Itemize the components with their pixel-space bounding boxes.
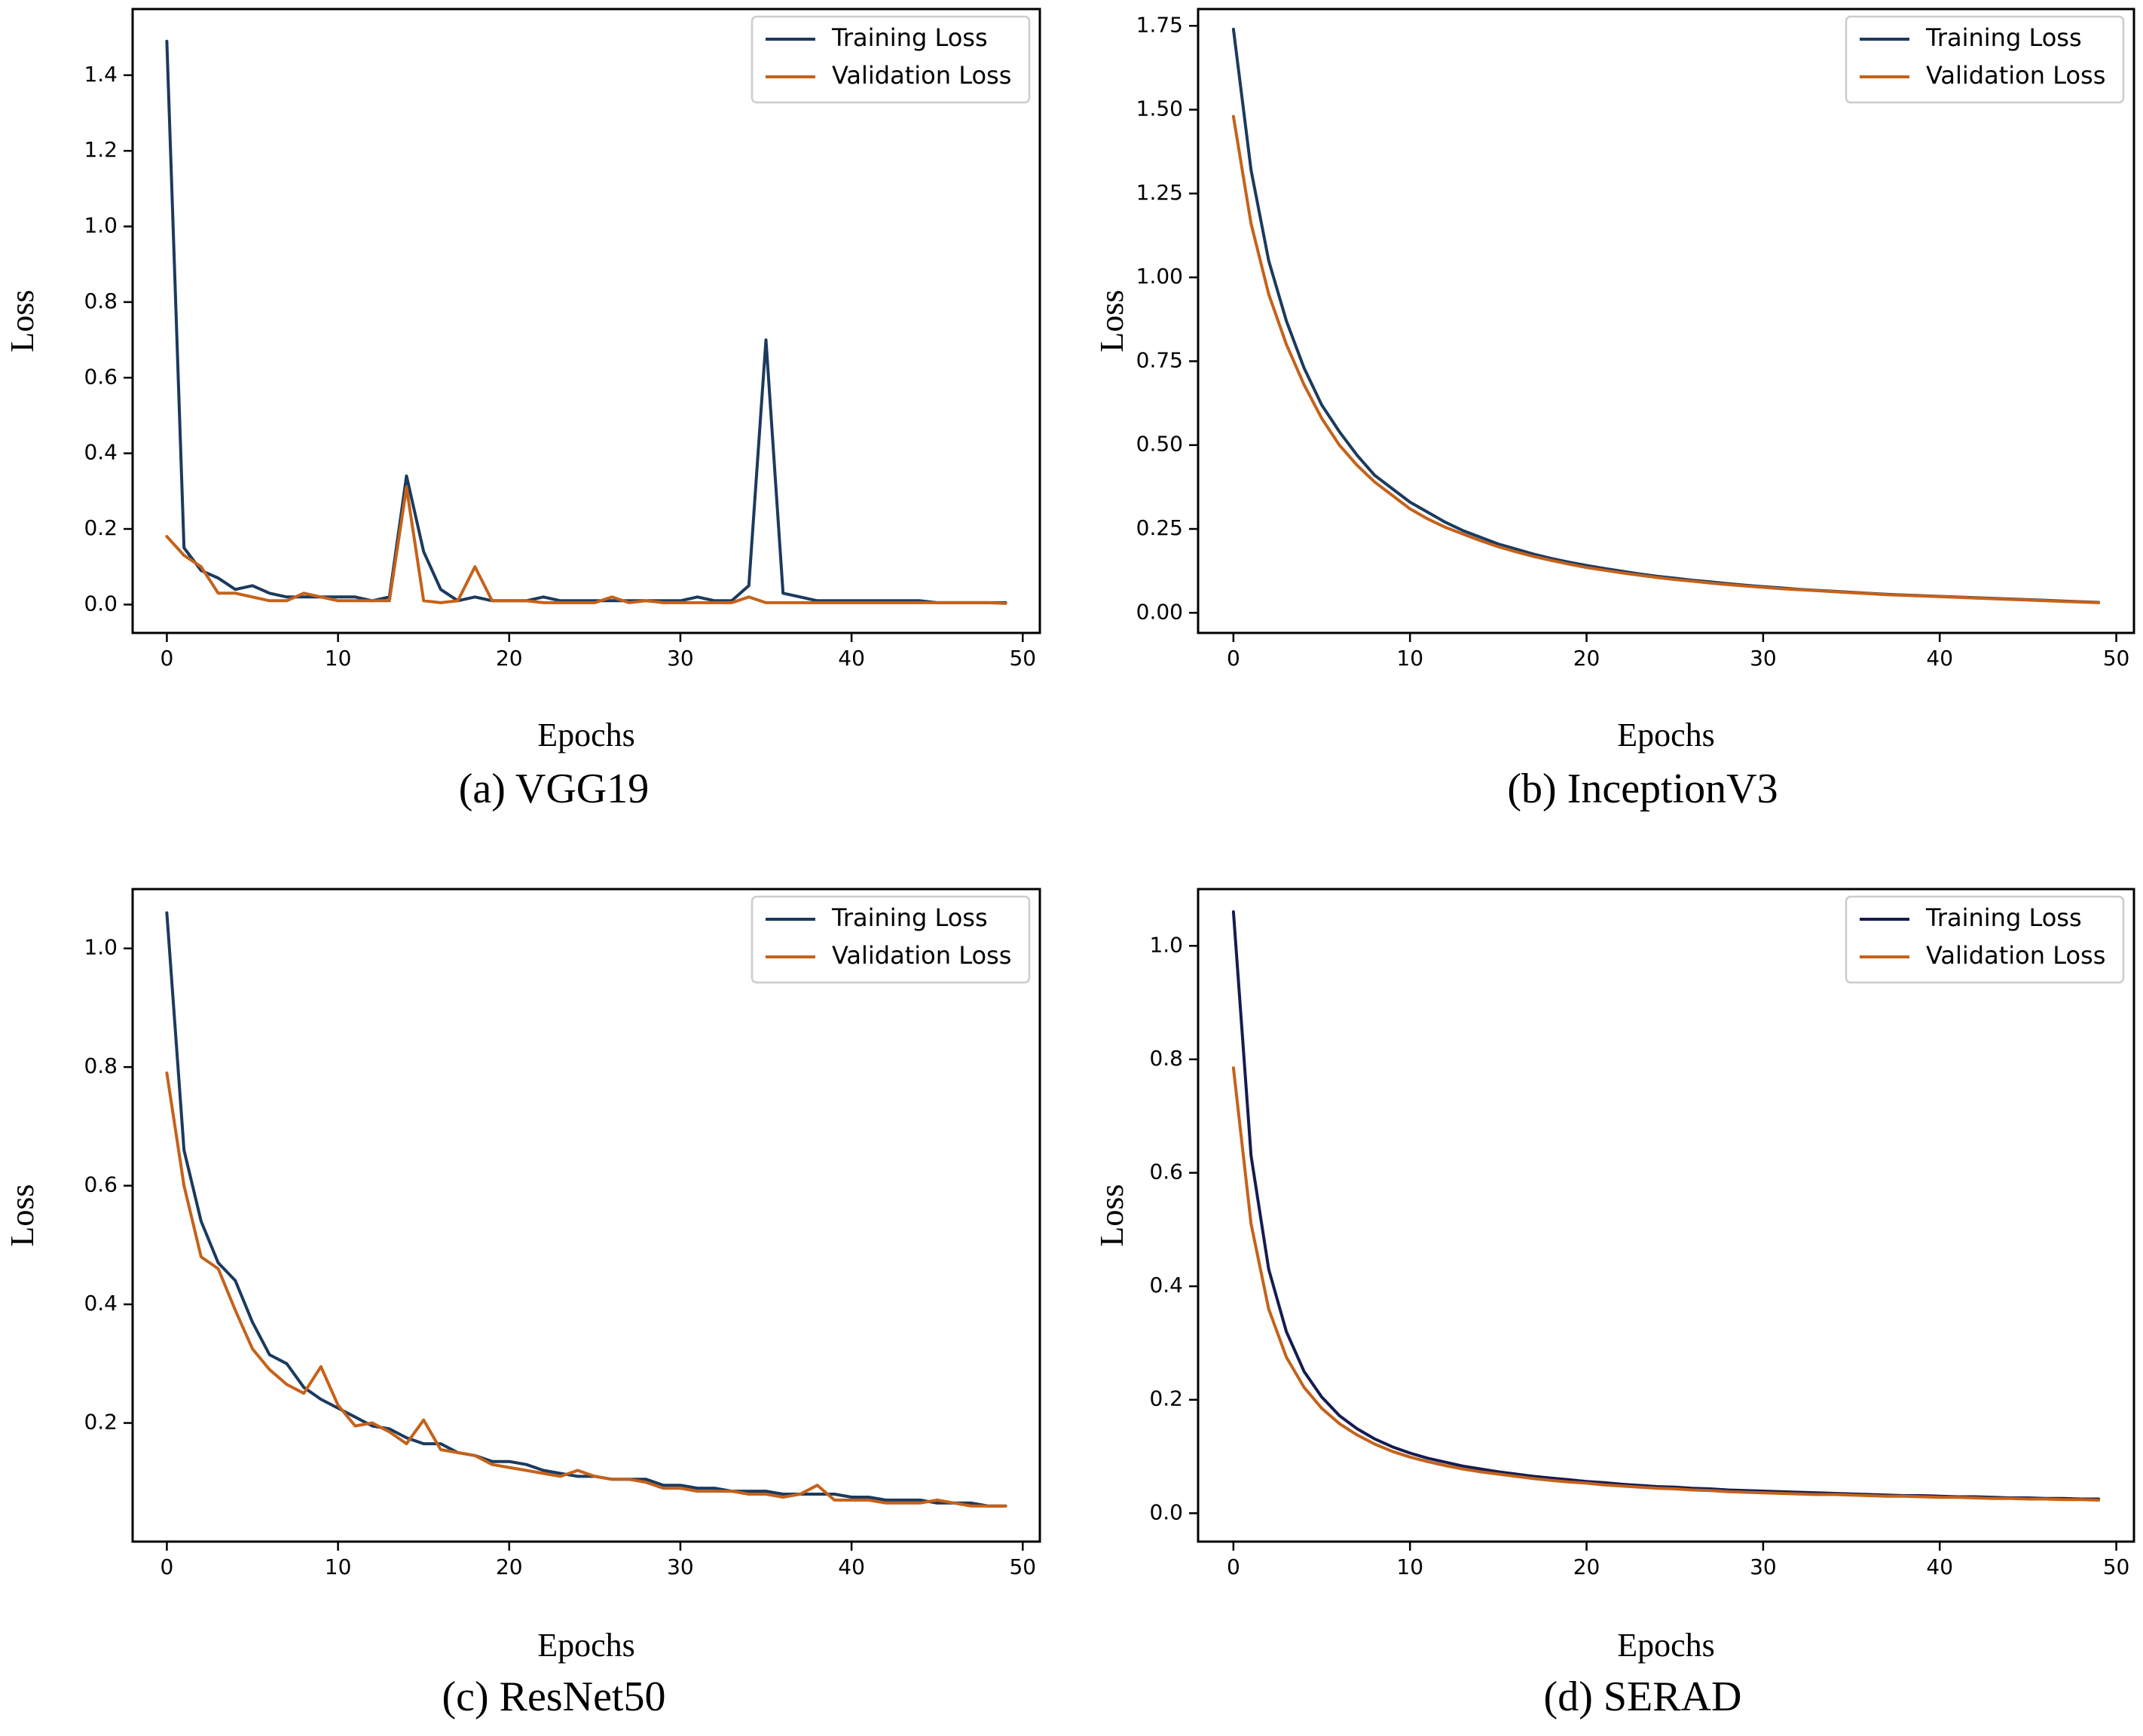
panel-caption: (b) InceptionV3 <box>1507 766 1778 812</box>
y-tick-label: 1.75 <box>1136 12 1183 37</box>
series-line-training-loss <box>1231 27 2101 604</box>
legend-box <box>1845 15 2125 104</box>
y-tick-label: 0.6 <box>84 1172 118 1197</box>
y-tick-label: 0.25 <box>1136 515 1183 540</box>
series-line-validation-loss <box>165 1071 1007 1508</box>
y-tick-label: 0.6 <box>84 364 118 389</box>
legend-label: Validation Loss <box>832 941 1011 970</box>
chart-panel-1: 0.00 0.25 0.50 0.75 1.00 1.25 1.50 1.75 0 10 20 30 4… <box>1093 8 2135 812</box>
legend-label: Training Loss <box>1925 23 2082 52</box>
y-tick-label: 1.00 <box>1136 264 1183 289</box>
panel-caption: (a) VGG19 <box>459 766 649 812</box>
legend-label: Training Loss <box>831 23 988 52</box>
chart-panel-2: 0.2 0.4 0.6 0.8 1.0 0 10 20 30 40 50 Training Loss V… <box>4 888 1041 1720</box>
x-tick-label: 20 <box>1573 1554 1600 1579</box>
series-line-validation-loss <box>165 485 1007 605</box>
x-tick-label: 30 <box>1750 646 1777 671</box>
y-tick-label: 1.2 <box>84 137 118 162</box>
x-tick-label: 50 <box>2103 1554 2130 1579</box>
y-tick-label: 0.0 <box>84 591 118 616</box>
legend: Training Loss Validation Loss <box>1845 895 2125 984</box>
x-tick-label: 20 <box>1573 646 1600 671</box>
x-tick-label: 50 <box>2103 646 2130 671</box>
x-tick-label: 40 <box>838 1554 865 1579</box>
x-tick-label: 10 <box>325 646 352 671</box>
y-tick-label: 0.2 <box>84 1410 118 1435</box>
x-tick-label: 0 <box>1227 646 1240 671</box>
y-axis-label: Loss <box>1093 1184 1130 1246</box>
y-tick-label: 0.2 <box>1149 1386 1183 1411</box>
legend: Training Loss Validation Loss <box>1845 15 2125 104</box>
y-tick-label: 0.0 <box>1149 1499 1183 1524</box>
y-tick-label: 0.50 <box>1136 432 1183 457</box>
y-tick-label: 0.8 <box>84 289 118 313</box>
legend-box <box>751 15 1031 104</box>
legend-box <box>1845 895 2125 984</box>
x-tick-label: 40 <box>1926 1554 1953 1579</box>
x-axis-label: Epochs <box>537 717 635 753</box>
x-tick-label: 40 <box>838 646 865 671</box>
x-tick-label: 20 <box>496 1554 523 1579</box>
x-tick-label: 30 <box>667 646 694 671</box>
y-tick-label: 0.8 <box>1149 1046 1183 1071</box>
x-tick-label: 10 <box>1396 1554 1423 1579</box>
x-tick-label: 0 <box>160 646 174 671</box>
x-tick-label: 40 <box>1926 646 1953 671</box>
series-line-training-loss <box>165 911 1007 1508</box>
y-tick-label: 1.50 <box>1136 96 1183 121</box>
plot-frame <box>131 888 1041 1543</box>
series-line-training-loss <box>165 39 1007 604</box>
y-axis-label: Loss <box>4 1184 41 1246</box>
y-tick-label: 1.0 <box>1149 932 1183 957</box>
x-tick-label: 10 <box>1396 646 1423 671</box>
y-axis-label: Loss <box>1093 289 1130 352</box>
series-line-training-loss <box>1231 910 2101 1501</box>
x-tick-label: 20 <box>496 646 523 671</box>
y-tick-label: 0.4 <box>84 440 118 465</box>
series-line-validation-loss <box>1231 1066 2101 1502</box>
legend-label: Validation Loss <box>832 61 1011 90</box>
legend-label: Validation Loss <box>1926 61 2105 90</box>
legend: Training Loss Validation Loss <box>751 895 1031 984</box>
y-tick-label: 0.00 <box>1136 599 1183 624</box>
x-tick-label: 30 <box>667 1554 694 1579</box>
plot-frame <box>1197 888 2135 1543</box>
x-tick-label: 50 <box>1009 646 1036 671</box>
plot-frame <box>1197 8 2135 634</box>
y-axis-label: Loss <box>4 289 41 352</box>
x-tick-label: 50 <box>1009 1554 1036 1579</box>
x-tick-label: 10 <box>325 1554 352 1579</box>
x-axis-label: Epochs <box>1617 1627 1715 1664</box>
y-tick-label: 1.25 <box>1136 180 1183 205</box>
legend-box <box>751 895 1031 984</box>
plot-frame <box>131 8 1041 634</box>
y-tick-label: 1.0 <box>84 935 118 960</box>
y-tick-label: 0.6 <box>1149 1160 1183 1184</box>
legend-label: Validation Loss <box>1926 941 2105 970</box>
x-axis-label: Epochs <box>1617 717 1715 753</box>
chart-panel-0: 0.0 0.2 0.4 0.6 0.8 1.0 1.2 1.4 0 10 20 30 40 50 Train… <box>4 8 1041 812</box>
x-tick-label: 0 <box>160 1554 174 1579</box>
x-axis-label: Epochs <box>537 1627 635 1664</box>
legend: Training Loss Validation Loss <box>751 15 1031 104</box>
panel-caption: (d) SERAD <box>1544 1673 1742 1720</box>
y-tick-label: 1.0 <box>84 213 118 238</box>
x-tick-label: 0 <box>1227 1554 1240 1579</box>
legend-label: Training Loss <box>1925 903 2082 932</box>
y-tick-label: 0.4 <box>84 1291 118 1316</box>
chart-panel-3: 0.0 0.2 0.4 0.6 0.8 1.0 0 10 20 30 40 50 Training Lo… <box>1093 888 2135 1720</box>
y-tick-label: 0.2 <box>84 515 118 540</box>
x-tick-label: 30 <box>1750 1554 1777 1579</box>
panel-caption: (c) ResNet50 <box>442 1673 665 1720</box>
series-line-validation-loss <box>1231 115 2101 604</box>
y-tick-label: 0.75 <box>1136 347 1183 372</box>
legend-label: Training Loss <box>831 903 988 932</box>
y-tick-label: 0.4 <box>1149 1273 1183 1297</box>
y-tick-label: 0.8 <box>84 1053 118 1078</box>
y-tick-label: 1.4 <box>84 62 118 87</box>
